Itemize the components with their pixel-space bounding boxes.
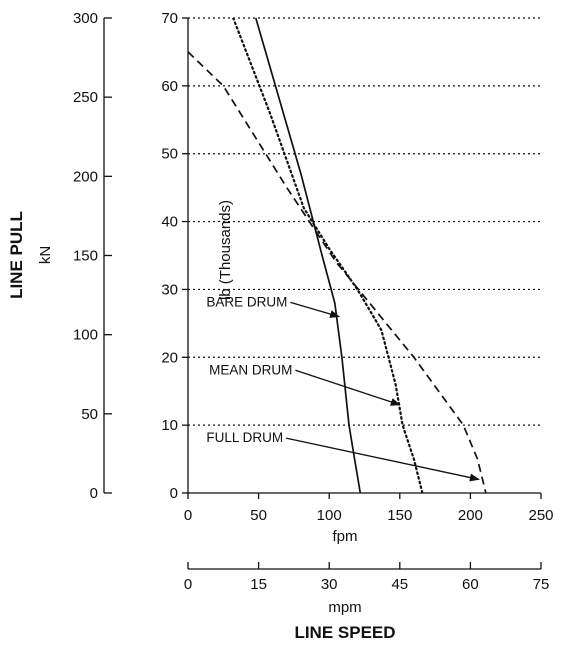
kn-tick-label: 200: [73, 168, 98, 185]
annotations: BARE DRUM MEAN DRUM FULL DRUM: [206, 294, 480, 482]
fpm-tick-label: 150: [387, 507, 412, 524]
mpm-tick-label: 0: [184, 576, 192, 593]
full-drum-line: [188, 51, 487, 493]
kn-tick-label: 0: [90, 485, 98, 502]
line-pull-title: LINE PULL: [7, 211, 26, 299]
fpm-ticks: 0 50 100 150 200 250: [184, 493, 554, 524]
mean-drum-label: MEAN DRUM: [209, 362, 292, 377]
fpm-tick-label: 50: [250, 507, 267, 524]
lb-unit-label: lb (Thousands): [217, 200, 234, 300]
full-drum-label: FULL DRUM: [206, 430, 283, 445]
lb-tick-label: 20: [161, 349, 178, 366]
lb-tick-label: 0: [170, 485, 178, 502]
bare-drum-line: [254, 18, 362, 493]
kn-tick-label: 100: [73, 327, 98, 344]
mean-drum-arrow: [295, 369, 401, 406]
mpm-tick-label: 30: [321, 576, 338, 593]
mpm-tick-label: 15: [250, 576, 267, 593]
plot-area: 0 10 20 30 40 50 60 70 0 50 100 150 200 250 BARE DRU…: [161, 10, 553, 524]
kn-tick-label: 300: [73, 10, 98, 27]
mpm-axis: 0 15 30 45 60 75: [184, 562, 550, 593]
kn-ticks: 0 50 100 150 200 250 300: [73, 10, 112, 502]
mpm-ticks: 0 15 30 45 60 75: [184, 562, 550, 593]
mpm-tick-label: 45: [391, 576, 408, 593]
fpm-tick-label: 200: [458, 507, 483, 524]
series-lines: [188, 18, 487, 493]
kn-axis: 0 50 100 150 200 250 300: [73, 10, 112, 502]
mpm-unit-label: mpm: [328, 599, 361, 616]
mpm-tick-label: 75: [533, 576, 550, 593]
grid-lines: [188, 17, 541, 426]
lb-tick-label: 60: [161, 78, 178, 95]
lb-tick-label: 10: [161, 417, 178, 434]
fpm-tick-label: 0: [184, 507, 192, 524]
line-speed-title: LINE SPEED: [294, 623, 395, 642]
fpm-tick-label: 250: [528, 507, 553, 524]
bare-drum-label: BARE DRUM: [206, 294, 287, 309]
mpm-tick-label: 60: [462, 576, 479, 593]
fpm-unit-label: fpm: [332, 528, 357, 545]
kn-tick-label: 150: [73, 248, 98, 265]
lb-tick-label: 30: [161, 281, 178, 298]
mean-drum-line: [232, 18, 424, 493]
kn-tick-label: 50: [81, 406, 98, 423]
lb-tick-label: 40: [161, 214, 178, 231]
lb-ticks: 0 10 20 30 40 50 60 70: [161, 10, 188, 502]
fpm-tick-label: 100: [317, 507, 342, 524]
full-drum-arrow: [285, 437, 480, 482]
lb-tick-label: 50: [161, 146, 178, 163]
kn-unit-label: kN: [37, 246, 54, 264]
bare-drum-arrow: [290, 301, 341, 318]
kn-tick-label: 250: [73, 89, 98, 106]
lb-tick-label: 70: [161, 10, 178, 27]
